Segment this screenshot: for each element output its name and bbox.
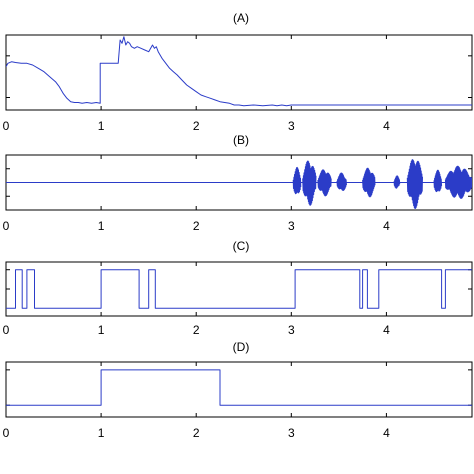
- x-tick-label: 3: [288, 323, 295, 337]
- x-tick-label: 1: [98, 323, 105, 337]
- x-tick-label: 2: [193, 119, 200, 133]
- series-line: [6, 369, 472, 406]
- panel-title: (C): [233, 239, 250, 253]
- audio-burst: [302, 160, 317, 206]
- panel-title: (A): [233, 11, 249, 25]
- x-tick-label: 3: [288, 219, 295, 233]
- audio-burst: [336, 172, 347, 191]
- x-tick-label: 4: [383, 426, 390, 440]
- audio-burst: [444, 165, 472, 199]
- x-tick-label: 4: [383, 219, 390, 233]
- panel-a: (A) 0 1 2 3 4: [3, 11, 473, 133]
- x-tick-label: 1: [98, 119, 105, 133]
- x-tick-label: 1: [98, 219, 105, 233]
- axes-frame: [5, 34, 473, 111]
- x-tick-label: 0: [3, 219, 10, 233]
- x-tick-label: 1: [98, 426, 105, 440]
- audio-burst: [317, 169, 332, 197]
- x-tick-label: 0: [3, 426, 10, 440]
- series-line: [6, 269, 472, 309]
- panel-title: (D): [233, 340, 250, 354]
- panel-title: (B): [233, 133, 249, 147]
- series-group: [6, 369, 472, 406]
- audio-burst: [406, 159, 423, 209]
- x-tick-label: 0: [3, 323, 10, 337]
- axes-frame: [5, 361, 473, 418]
- series-group: [6, 159, 472, 209]
- panel-b: (B) 0 1 2 3 4: [3, 133, 473, 233]
- audio-burst: [433, 169, 443, 193]
- series-line: [6, 36, 472, 107]
- x-tick-label: 2: [193, 219, 200, 233]
- x-tick-label: 2: [193, 426, 200, 440]
- x-tick-label: 0: [3, 119, 10, 133]
- series-group: [6, 269, 472, 309]
- x-tick-label: 4: [383, 119, 390, 133]
- panel-c: (C) 0 1 2 3 4: [3, 239, 473, 337]
- series-group: [6, 36, 472, 107]
- x-tick-label: 3: [288, 119, 295, 133]
- audio-burst: [292, 166, 302, 195]
- x-tick-label: 2: [193, 323, 200, 337]
- x-tick-label: 4: [383, 323, 390, 337]
- panel-d: (D) 0 1 2 3 4: [3, 340, 473, 440]
- audio-burst: [393, 175, 401, 189]
- x-tick-label: 3: [288, 426, 295, 440]
